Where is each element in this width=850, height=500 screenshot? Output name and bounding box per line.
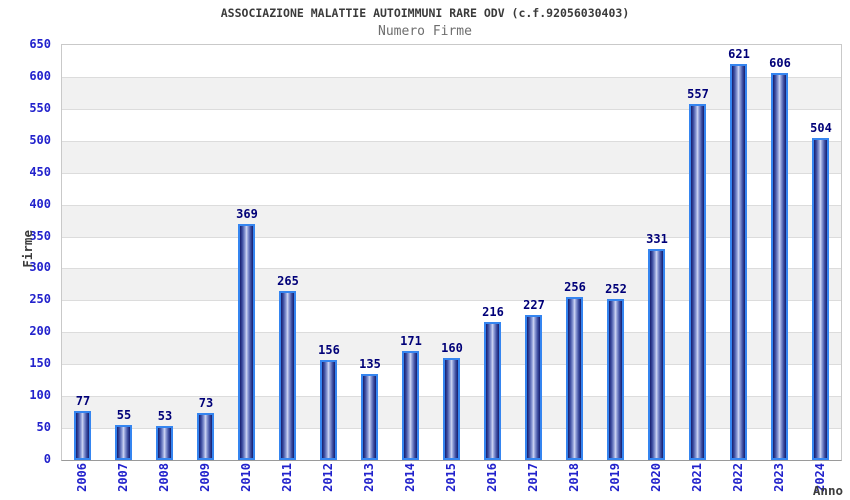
x-tick-label-2011: 2011 [280,463,294,492]
background-band [62,268,841,301]
x-tick-label-2012: 2012 [321,463,335,492]
x-tick-label-2016: 2016 [485,463,499,492]
x-tick-label-2017: 2017 [526,463,540,492]
bar-2007 [115,425,132,460]
bar-2011 [279,291,296,460]
background-band [62,140,841,173]
x-tick-label-2020: 2020 [649,463,663,492]
gridline [62,300,841,301]
x-tick-label-2019: 2019 [608,463,622,492]
bar-value-label: 504 [810,121,832,135]
gridline [62,205,841,206]
y-tick-label-300: 300 [29,260,51,274]
bar-value-label: 156 [318,343,340,357]
bar-value-label: 252 [605,282,627,296]
x-tick-label-2013: 2013 [362,463,376,492]
y-tick-label-250: 250 [29,292,51,306]
y-tick-label-650: 650 [29,37,51,51]
bar-2015 [443,358,460,460]
x-tick-label-2007: 2007 [116,463,130,492]
gridline [62,173,841,174]
y-axis-title: Firme [20,230,35,268]
gridline [62,141,841,142]
bar-value-label: 621 [728,47,750,61]
bar-2010 [238,224,255,460]
gridline [62,237,841,238]
y-tick-label-0: 0 [43,452,51,466]
bar-value-label: 331 [646,232,668,246]
y-tick-label-550: 550 [29,101,51,115]
x-tick-label-2009: 2009 [198,463,212,492]
bar-2018 [566,297,583,460]
bar-value-label: 171 [400,334,422,348]
bar-2013 [361,374,378,460]
x-tick-label-2006: 2006 [75,463,89,492]
bar-value-label: 55 [116,408,132,422]
x-tick-label-2023: 2023 [772,463,786,492]
gridline [62,109,841,110]
bar-value-label: 606 [769,56,791,70]
x-tick-label-2015: 2015 [444,463,458,492]
bar-value-label: 557 [687,87,709,101]
bar-value-label: 265 [277,274,299,288]
gridline [62,268,841,269]
background-band [62,236,841,269]
bar-value-label: 53 [157,409,173,423]
gridline [62,332,841,333]
chart-title: ASSOCIAZIONE MALATTIE AUTOIMMUNI RARE OD… [220,6,630,20]
bar-value-label: 160 [441,341,463,355]
background-band [62,172,841,205]
bar-value-label: 227 [523,298,545,312]
background-band [62,108,841,141]
y-tick-label-150: 150 [29,356,51,370]
y-tick-label-350: 350 [29,229,51,243]
bar-2024 [812,138,829,460]
bar-2008 [156,426,173,460]
bar-2012 [320,360,337,460]
bar-2019 [607,299,624,460]
x-tick-label-2008: 2008 [157,463,171,492]
background-band [62,76,841,109]
bar-2009 [197,413,214,460]
y-tick-label-450: 450 [29,165,51,179]
background-band [62,45,841,77]
bar-value-label: 256 [564,280,586,294]
bar-2017 [525,315,542,460]
plot-area: 77 55 53 73 369 265 156 135 171 160 216 227 256 252 33… [61,44,842,461]
bar-value-label: 77 [75,394,91,408]
y-tick-label-400: 400 [29,197,51,211]
y-tick-label-500: 500 [29,133,51,147]
bar-2021 [689,104,706,460]
background-band [62,204,841,237]
x-tick-label-2014: 2014 [403,463,417,492]
chart-subtitle: Numero Firme [378,24,472,39]
bar-2016 [484,322,501,460]
bar-2014 [402,351,419,460]
y-tick-label-100: 100 [29,388,51,402]
y-tick-label-50: 50 [36,420,51,434]
bar-value-label: 135 [359,357,381,371]
bar-2020 [648,249,665,460]
bar-value-label: 369 [236,207,258,221]
bar-2022 [730,64,747,460]
x-axis-title: Anno [812,483,843,498]
bar-value-label: 73 [198,396,214,410]
gridline [62,77,841,78]
x-tick-label-2018: 2018 [567,463,581,492]
x-tick-label-2021: 2021 [690,463,704,492]
x-tick-label-2010: 2010 [239,463,253,492]
bar-2006 [74,411,91,460]
bar-2023 [771,73,788,460]
x-tick-label-2022: 2022 [731,463,745,492]
bar-value-label: 216 [482,305,504,319]
background-band [62,300,841,333]
y-tick-label-200: 200 [29,324,51,338]
y-tick-label-600: 600 [29,69,51,83]
